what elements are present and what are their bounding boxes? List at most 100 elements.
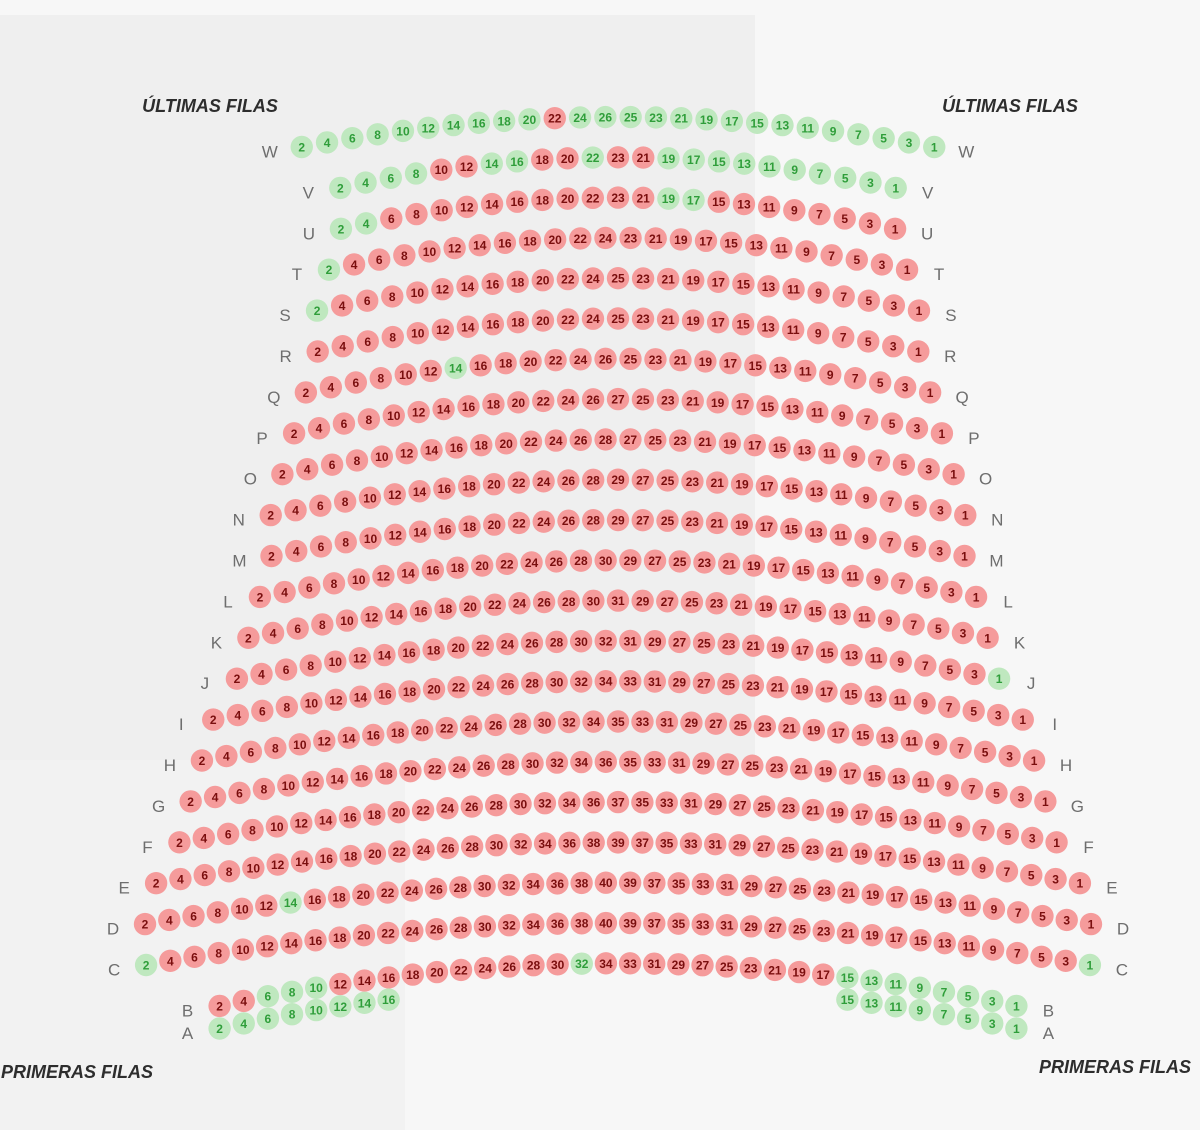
seat[interactable] [619, 226, 642, 250]
seat[interactable] [494, 351, 517, 375]
seat[interactable] [867, 449, 891, 472]
seat[interactable] [417, 116, 440, 139]
seat[interactable] [900, 729, 923, 753]
seat[interactable] [764, 916, 787, 939]
seat[interactable] [819, 363, 842, 386]
seat[interactable] [317, 258, 341, 281]
seat[interactable] [716, 753, 740, 776]
seat[interactable] [391, 119, 415, 143]
seat[interactable] [870, 253, 894, 276]
seat[interactable] [847, 123, 870, 146]
seat[interactable] [261, 621, 285, 645]
seat[interactable] [168, 831, 191, 854]
seat[interactable] [594, 911, 618, 935]
seat[interactable] [232, 989, 255, 1013]
seat[interactable] [492, 109, 516, 133]
seat[interactable] [581, 146, 604, 169]
seat[interactable] [298, 576, 321, 599]
seat[interactable] [922, 850, 946, 873]
seat[interactable] [387, 800, 410, 824]
seat[interactable] [924, 733, 948, 756]
seat[interactable] [299, 654, 322, 677]
seat[interactable] [923, 135, 946, 159]
seat[interactable] [705, 511, 729, 535]
seat[interactable] [482, 392, 505, 416]
seat[interactable] [733, 152, 756, 175]
seat[interactable] [860, 969, 883, 992]
seat[interactable] [618, 952, 642, 975]
seat[interactable] [252, 777, 276, 801]
seat[interactable] [545, 751, 569, 774]
seat[interactable] [377, 988, 400, 1011]
seat[interactable] [349, 685, 372, 708]
seat[interactable] [449, 876, 472, 899]
seat[interactable] [445, 436, 468, 459]
seat[interactable] [311, 613, 334, 636]
seat[interactable] [594, 105, 617, 129]
seat[interactable] [680, 711, 703, 734]
seat[interactable] [307, 417, 331, 440]
seat[interactable] [306, 340, 329, 363]
seat[interactable] [758, 155, 781, 178]
seat[interactable] [532, 590, 556, 614]
seat[interactable] [720, 109, 744, 133]
seat[interactable] [764, 876, 787, 899]
seat[interactable] [949, 736, 972, 760]
seat[interactable] [631, 710, 654, 733]
seat[interactable] [1022, 749, 1046, 772]
seat[interactable] [363, 842, 387, 865]
seat[interactable] [982, 897, 1006, 921]
seat[interactable] [480, 152, 503, 175]
seat[interactable] [606, 186, 630, 209]
seat[interactable] [544, 348, 567, 372]
seat[interactable] [619, 670, 642, 693]
seat[interactable] [730, 513, 753, 536]
seat[interactable] [255, 935, 279, 958]
seat[interactable] [815, 680, 838, 703]
seat[interactable] [448, 756, 471, 779]
seat[interactable] [998, 744, 1021, 768]
seat[interactable] [667, 953, 690, 976]
seat[interactable] [460, 835, 484, 858]
seat[interactable] [706, 391, 729, 414]
seat[interactable] [569, 428, 592, 452]
seat[interactable] [425, 918, 448, 941]
seat[interactable] [458, 515, 481, 538]
seat[interactable] [309, 535, 333, 558]
seat[interactable] [315, 847, 338, 870]
seat[interactable] [354, 171, 377, 194]
seat[interactable] [532, 470, 555, 493]
seat[interactable] [794, 359, 817, 383]
seat[interactable] [669, 228, 693, 251]
seat[interactable] [783, 199, 806, 222]
seat[interactable] [484, 794, 508, 817]
seat[interactable] [757, 275, 780, 298]
seat[interactable] [934, 891, 957, 914]
seat[interactable] [401, 919, 424, 943]
seat[interactable] [755, 475, 779, 498]
seat[interactable] [483, 513, 506, 536]
seat[interactable] [594, 347, 617, 371]
seat[interactable] [845, 248, 868, 271]
seat[interactable] [370, 445, 394, 468]
seat[interactable] [832, 325, 855, 349]
seat[interactable] [631, 508, 654, 532]
seat[interactable] [917, 458, 940, 481]
seat[interactable] [401, 963, 424, 986]
seat[interactable] [884, 972, 907, 996]
seat[interactable] [816, 561, 840, 585]
seat[interactable] [333, 490, 357, 513]
seat[interactable] [981, 989, 1004, 1013]
seat[interactable] [532, 389, 555, 413]
seat[interactable] [520, 631, 544, 655]
seat[interactable] [309, 494, 332, 517]
seat[interactable] [985, 781, 1008, 805]
seat[interactable] [996, 822, 1020, 846]
seat[interactable] [520, 551, 543, 574]
seat[interactable] [631, 831, 654, 854]
seat[interactable] [644, 106, 668, 129]
seat[interactable] [739, 956, 762, 980]
seat[interactable] [704, 712, 728, 735]
seat[interactable] [271, 463, 294, 486]
seat[interactable] [942, 463, 965, 486]
